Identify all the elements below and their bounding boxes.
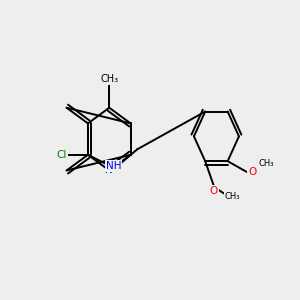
Text: O: O	[210, 186, 218, 196]
Text: N: N	[105, 166, 113, 176]
Text: CH₃: CH₃	[225, 192, 240, 201]
Text: CH₃: CH₃	[258, 159, 274, 168]
Text: O: O	[248, 167, 256, 177]
Text: CH₃: CH₃	[100, 74, 118, 84]
Text: Cl: Cl	[57, 150, 67, 160]
Text: NH: NH	[106, 161, 122, 171]
